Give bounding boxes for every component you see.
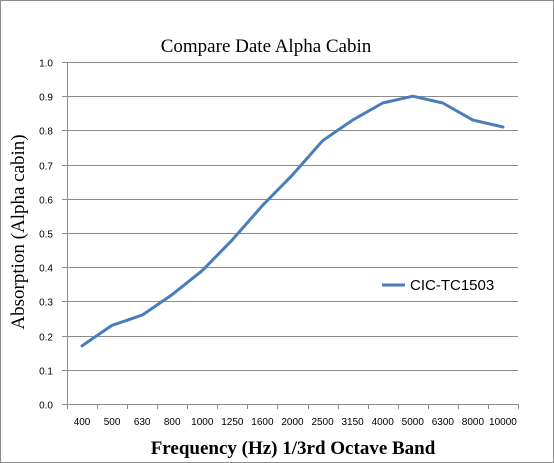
y-tick-label: 0.6 (39, 196, 53, 207)
y-tick-label: 0.3 (39, 298, 53, 309)
x-tick-label: 5000 (402, 417, 425, 428)
x-tick-label: 2500 (311, 417, 334, 428)
y-tick-label: 1.0 (39, 59, 53, 70)
legend-label: CIC-TC1503 (410, 277, 494, 294)
x-tick-label: 1000 (191, 417, 214, 428)
x-tick-label: 8000 (462, 417, 485, 428)
x-axis-label: Frequency (Hz) 1/3rd Octave Band (151, 438, 436, 459)
y-tick-label: 0.7 (39, 162, 53, 173)
series-layer (80, 94, 505, 348)
axes (62, 62, 519, 409)
y-tick-label: 0.2 (39, 333, 53, 344)
x-tick-label: 1250 (221, 417, 244, 428)
x-tick-label: 800 (164, 417, 181, 428)
legend: CIC-TC1503 (382, 277, 494, 294)
x-tick-label: 3150 (342, 417, 365, 428)
x-tick-label: 2000 (281, 417, 304, 428)
gridlines (67, 62, 518, 371)
x-tick-label: 630 (134, 417, 151, 428)
x-tick-label: 400 (74, 417, 91, 428)
y-tick-label: 0.0 (39, 401, 53, 412)
y-tick-label: 0.9 (39, 93, 53, 104)
y-tick-labels: 0.0 0.1 0.2 0.3 0.4 0.5 0.6 0.7 0.8 0.9 1.0 (39, 59, 53, 412)
x-tick-label: 500 (104, 417, 121, 428)
chart-title: Compare Date Alpha Cabin (161, 36, 372, 57)
y-axis-label: Absorption (Alpha cabin) (8, 134, 29, 329)
x-tick-labels: 400 500 630 800 1000 1250 1600 2000 2500 3150 4000… (74, 417, 518, 428)
x-tick-label: 6300 (432, 417, 455, 428)
series-line (80, 94, 505, 348)
x-tick-label: 4000 (372, 417, 395, 428)
y-tick-label: 0.8 (39, 127, 53, 138)
y-tick-label: 0.4 (39, 264, 53, 275)
x-tick-label: 10000 (489, 417, 517, 428)
y-tick-label: 0.5 (39, 230, 53, 241)
x-tick-label: 1600 (251, 417, 274, 428)
y-tick-label: 0.1 (39, 367, 53, 378)
